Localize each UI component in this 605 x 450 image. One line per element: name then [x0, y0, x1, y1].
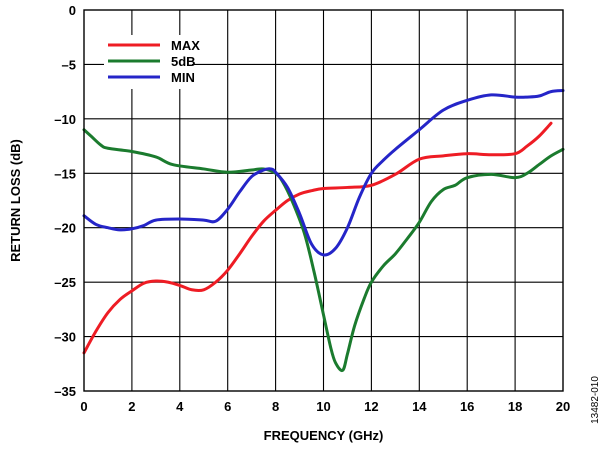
x-tick-label: 0 [80, 399, 87, 414]
y-axis-label: RETURN LOSS (dB) [8, 139, 23, 262]
figure-code: 13482-010 [590, 376, 601, 424]
x-tick-label: 4 [176, 399, 184, 414]
x-tick-label: 8 [272, 399, 279, 414]
y-tick-labels: 0 –5 –10 –15 –20 –25 –30 –35 [54, 3, 76, 399]
y-tick-label: –5 [62, 57, 76, 72]
plot-frame [83, 9, 564, 392]
y-tick-label: –35 [54, 384, 76, 399]
series-line-min [82, 89, 565, 257]
x-tick-label: 20 [556, 399, 570, 414]
series-lines [82, 89, 565, 373]
y-tick-label: –15 [54, 166, 76, 181]
x-axis-label: FREQUENCY (GHz) [264, 428, 384, 443]
grid-lines [84, 10, 563, 391]
x-tick-label: 6 [224, 399, 231, 414]
y-tick-label: –30 [54, 330, 76, 345]
y-tick-label: 0 [69, 3, 76, 18]
x-tick-label: 10 [316, 399, 330, 414]
x-tick-label: 2 [128, 399, 135, 414]
x-tick-label: 16 [460, 399, 474, 414]
x-tick-label: 18 [508, 399, 522, 414]
y-tick-label: –20 [54, 221, 76, 236]
legend-entry: MIN [171, 70, 195, 85]
legend-entry: MAX [171, 38, 200, 53]
y-tick-label: –10 [54, 112, 76, 127]
series-line-max [82, 121, 553, 355]
series-line-5db [82, 128, 565, 373]
x-tick-label: 12 [364, 399, 378, 414]
x-tick-label: 14 [412, 399, 427, 414]
y-tick-label: –25 [54, 275, 76, 290]
legend-entry: 5dB [171, 54, 196, 69]
x-tick-labels: 0 2 4 6 8 10 12 14 16 18 20 [80, 399, 570, 414]
